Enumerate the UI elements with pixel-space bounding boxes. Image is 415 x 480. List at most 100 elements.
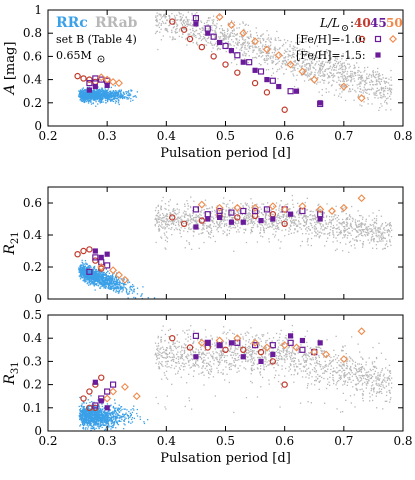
rrab-point	[371, 219, 374, 221]
rrab-point	[343, 71, 345, 74]
rrc-point	[96, 97, 98, 99]
rrab-point	[371, 103, 373, 105]
rrab-point	[183, 23, 185, 25]
rrc-point	[110, 96, 113, 99]
rrc-point	[119, 284, 121, 286]
rrab-point	[366, 226, 368, 228]
rrab-point	[332, 233, 334, 235]
rrc-point	[112, 287, 114, 289]
rrab-point	[168, 209, 170, 211]
rrab-point	[198, 233, 200, 235]
rrab-point	[324, 70, 326, 72]
rrab-point	[341, 224, 343, 226]
rrab-point	[179, 216, 182, 218]
rrab-point	[335, 214, 337, 216]
rrab-point	[374, 94, 377, 96]
rrab-point	[278, 220, 280, 222]
rrab-point	[350, 73, 352, 75]
rrab-point	[336, 234, 339, 236]
rrab-point	[203, 228, 205, 230]
rrab-point	[343, 62, 345, 64]
rrc-point	[115, 92, 118, 94]
rrab-point	[285, 229, 287, 231]
rrab-point	[390, 88, 392, 90]
rrab-point	[242, 54, 244, 57]
rrab-point	[258, 48, 260, 50]
rrab-point	[259, 232, 261, 234]
rrab-point	[338, 79, 340, 81]
rrab-point	[225, 38, 227, 40]
rrab-point	[343, 80, 345, 82]
rrc-point	[117, 90, 119, 92]
rrab-point	[372, 224, 374, 226]
rrab-point	[237, 42, 239, 44]
rrab-point	[354, 219, 357, 221]
rrc-point	[109, 281, 111, 283]
rrab-point	[339, 93, 341, 95]
rrab-point	[333, 64, 336, 66]
rrab-point	[197, 223, 199, 225]
rrc-point	[98, 279, 100, 281]
rrc-point	[122, 94, 124, 96]
rrab-point	[245, 218, 247, 220]
rrc-point	[88, 276, 90, 278]
rrc-point	[79, 97, 82, 99]
rrab-point	[309, 73, 311, 75]
rrc-point	[78, 96, 80, 98]
rrab-point	[375, 77, 377, 79]
rrab-point	[196, 43, 199, 46]
rrab-point	[168, 220, 170, 222]
rrab-point	[380, 225, 382, 227]
rrc-point	[127, 98, 129, 100]
rrc-point	[94, 92, 96, 94]
rrab-point	[198, 33, 200, 35]
rrc-point	[126, 96, 128, 99]
rrab-point	[368, 225, 370, 228]
rrab-point	[264, 218, 267, 220]
rrab-point	[331, 84, 333, 86]
rrab-point	[201, 27, 203, 29]
rrc-point	[109, 280, 111, 282]
rrc-point	[100, 276, 102, 279]
rrab-point	[353, 64, 355, 66]
rrc-point	[102, 94, 104, 96]
rrab-point	[245, 241, 248, 244]
rrc-point	[94, 97, 96, 99]
rrc-point	[106, 91, 109, 94]
rrab-point	[256, 226, 259, 228]
rrab-point	[259, 231, 261, 234]
rrc-point	[78, 270, 80, 272]
rrab-point	[165, 208, 167, 210]
rrab-point	[250, 229, 252, 231]
rrc-point	[82, 93, 84, 95]
legend-luminosity-header: L/L	[319, 16, 340, 30]
rrab-point	[164, 221, 166, 223]
rrab-point	[284, 64, 287, 66]
rrab-point	[289, 208, 291, 210]
rrab-point	[375, 90, 377, 92]
rrc-point	[90, 100, 92, 103]
rrab-point	[244, 29, 246, 32]
rrab-point	[378, 75, 380, 77]
rrc-point	[98, 268, 101, 271]
rrab-point	[375, 74, 377, 76]
rrab-point	[177, 24, 179, 26]
rrab-point	[189, 228, 191, 231]
model-point	[257, 68, 265, 75]
rrab-point	[222, 230, 224, 232]
rrab-point	[368, 75, 370, 77]
rrab-point	[350, 234, 352, 236]
rrab-point	[298, 212, 300, 214]
rrab-point	[158, 230, 160, 232]
rrab-point	[244, 52, 246, 55]
rrab-point	[161, 219, 163, 221]
rrc-point	[108, 92, 111, 94]
rrc-point	[87, 282, 89, 284]
rrab-point	[349, 88, 351, 90]
rrab-point	[329, 219, 331, 221]
rrab-point	[180, 227, 182, 229]
rrab-point	[262, 39, 265, 42]
rrab-point	[166, 30, 168, 32]
rrab-point	[293, 215, 295, 217]
rrab-point	[363, 223, 365, 225]
